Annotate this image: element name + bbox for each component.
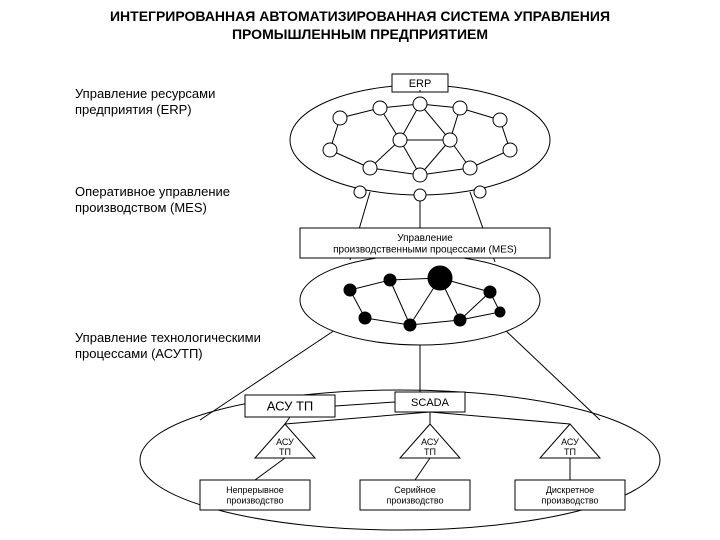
svg-text:производство: производство: [386, 495, 443, 505]
svg-text:АСУ: АСУ: [421, 437, 439, 447]
svg-text:АСУ ТП: АСУ ТП: [267, 399, 314, 414]
svg-text:Дискретное: Дискретное: [546, 485, 594, 495]
diagram-svg: ERP Управлениепроизводственными процессам…: [0, 0, 720, 540]
svg-text:Серийное: Серийное: [394, 485, 436, 495]
svg-text:ERP: ERP: [409, 78, 432, 90]
svg-text:ТП: ТП: [279, 447, 291, 457]
svg-text:производственными процессами (: производственными процессами (MES): [333, 244, 517, 255]
svg-text:SCADA: SCADA: [411, 397, 450, 409]
svg-text:производство: производство: [541, 495, 598, 505]
svg-text:АСУ: АСУ: [276, 437, 294, 447]
svg-text:АСУ: АСУ: [561, 437, 579, 447]
svg-text:производство: производство: [226, 495, 283, 505]
svg-text:Управление: Управление: [397, 233, 453, 244]
svg-text:ТП: ТП: [564, 447, 576, 457]
svg-text:Непрерывное: Непрерывное: [226, 485, 284, 495]
svg-text:ТП: ТП: [424, 447, 436, 457]
